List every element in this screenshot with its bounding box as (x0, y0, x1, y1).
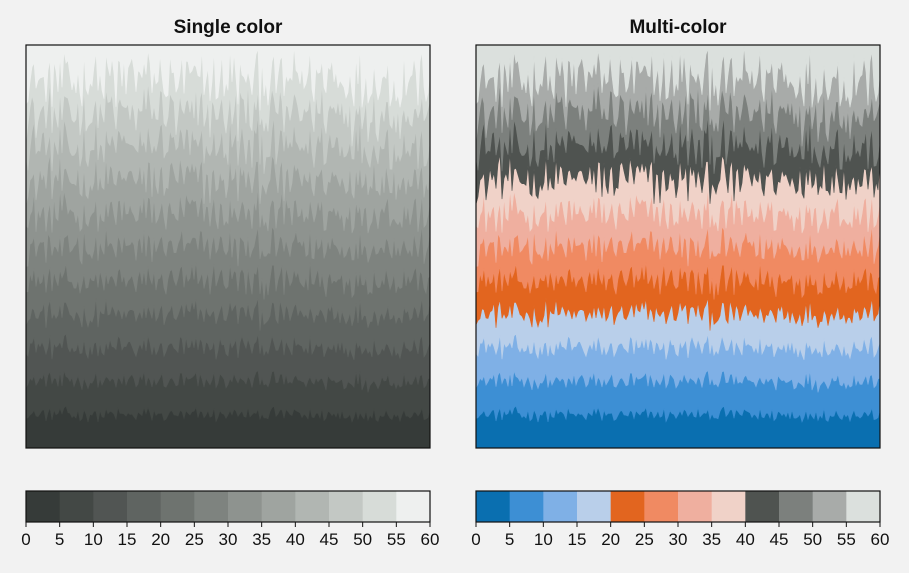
colorbar-swatch (295, 491, 330, 522)
colorbar-swatch (610, 491, 645, 522)
colorbar-swatch (644, 491, 679, 522)
colorbar-tick-label: 60 (421, 530, 440, 549)
colorbar-swatch (59, 491, 94, 522)
plot-frame (25, 44, 431, 449)
colorbar-tick-label: 50 (353, 530, 372, 549)
colorbar-swatch (127, 491, 162, 522)
plot-frame (475, 44, 881, 449)
colorbar-swatch (329, 491, 364, 522)
colorbar-tick-label: 30 (219, 530, 238, 549)
panel-title: Multi-color (629, 17, 727, 38)
panel-single-color: Single color 0 5 10 15 20 25 30 35 40 45 50 55 60 (21, 17, 439, 549)
colorbar-swatch (779, 491, 814, 522)
colorbar-swatch (577, 491, 612, 522)
colorbar: 0 5 10 15 20 25 30 35 40 45 50 55 60 (471, 490, 890, 549)
contour-band-55-60 (26, 45, 430, 111)
colorbar-tick-label: 25 (635, 530, 654, 549)
contour-plot (26, 45, 430, 448)
colorbar-tick-label: 55 (837, 530, 856, 549)
colorbar-tick-label: 60 (871, 530, 890, 549)
colorbar-tick-label: 35 (252, 530, 271, 549)
colorbar-swatch (362, 491, 397, 522)
colorbar-swatch (476, 491, 511, 522)
colorbar-tick-label: 20 (151, 530, 170, 549)
colorbar-swatch (261, 491, 296, 522)
colorbar-swatch (26, 491, 61, 522)
colorbar-tick-label: 50 (803, 530, 822, 549)
colorbar-swatch (396, 491, 431, 522)
colorbar-swatch (678, 491, 713, 522)
colorbar-tick-label: 30 (669, 530, 688, 549)
colorbar-tick-label: 45 (770, 530, 789, 549)
contour-plot (476, 45, 880, 448)
colorbar-swatch (711, 491, 746, 522)
colorbar-tick-label: 15 (118, 530, 137, 549)
colorbar-swatch (745, 491, 780, 522)
colorbar-swatch (228, 491, 263, 522)
colorbar-tick-label: 5 (505, 530, 514, 549)
colorbar-tick-label: 10 (534, 530, 553, 549)
colorbar-tick-label: 15 (568, 530, 587, 549)
colorbar-tick-label: 35 (702, 530, 721, 549)
colorbar-swatch (543, 491, 578, 522)
colorbar-tick-label: 0 (21, 530, 30, 549)
colorbar-tick-label: 40 (286, 530, 305, 549)
colorbar-tick-label: 0 (471, 530, 480, 549)
colorbar-swatch (509, 491, 544, 522)
panel-title: Single color (174, 17, 283, 38)
contour-band-55-60 (476, 45, 880, 111)
colorbar-swatch (194, 491, 229, 522)
panel-multi-color: Multi-color 0 5 10 15 20 25 30 35 40 45 50 55 60 (471, 17, 889, 549)
colorbar-tick-label: 40 (736, 530, 755, 549)
colorbar-swatch (812, 491, 847, 522)
colorbar-tick-label: 20 (601, 530, 620, 549)
colorbar-swatch (160, 491, 195, 522)
colorbar-tick-label: 55 (387, 530, 406, 549)
colorbar-tick-label: 45 (320, 530, 339, 549)
colorbar-tick-label: 10 (84, 530, 103, 549)
colorbar-tick-label: 5 (55, 530, 64, 549)
colorbar: 0 5 10 15 20 25 30 35 40 45 50 55 60 (21, 490, 440, 549)
colorbar-tick-label: 25 (185, 530, 204, 549)
colorbar-swatch (93, 491, 128, 522)
colorbar-swatch (846, 491, 881, 522)
